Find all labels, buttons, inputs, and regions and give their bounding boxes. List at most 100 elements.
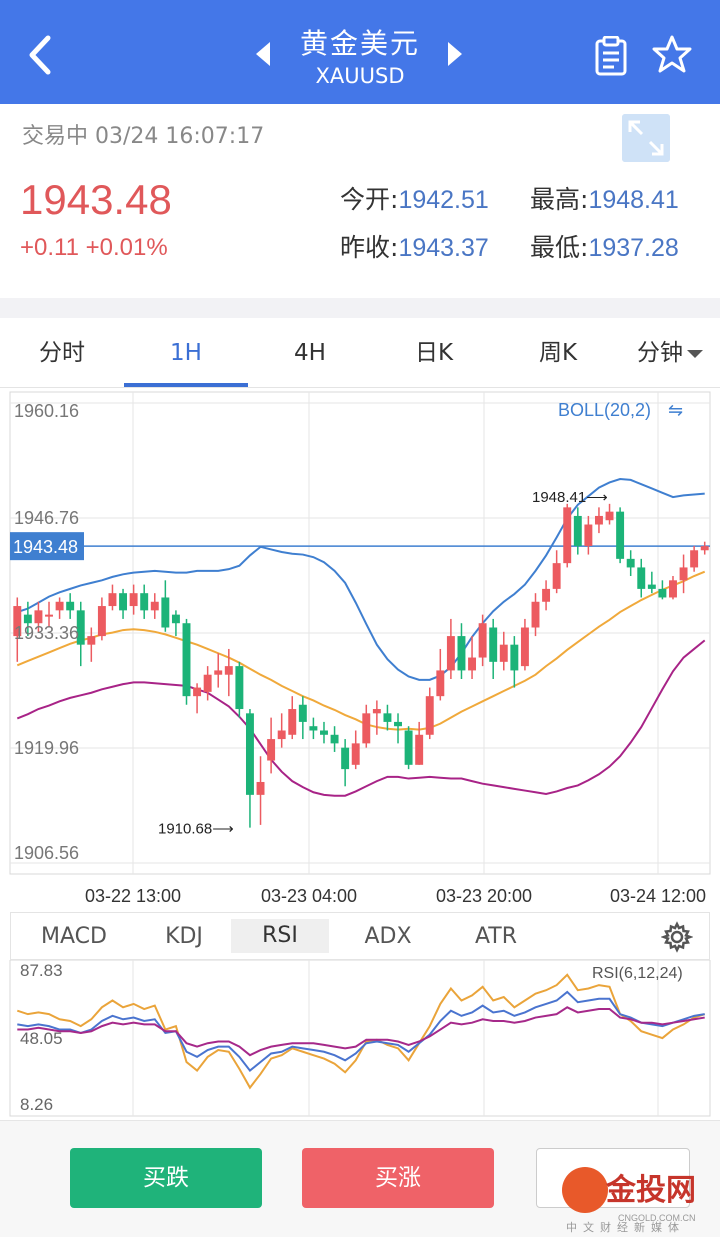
triangle-left-icon[interactable] (256, 42, 270, 66)
candle-body (616, 511, 625, 559)
tab-timeshare[interactable]: 分时 (39, 340, 85, 366)
candle-body (383, 713, 392, 722)
open-label: 今开: (340, 185, 399, 214)
candle-body (267, 739, 276, 761)
candle-body (341, 747, 350, 770)
star-icon[interactable] (652, 34, 692, 74)
high-stat: 最高:1948.41 (530, 180, 679, 216)
x-tick-label: 03-22 13:00 (85, 886, 181, 906)
prev-close-label: 昨收: (340, 233, 399, 262)
candle-body (129, 593, 138, 607)
triangle-right-icon[interactable] (448, 42, 462, 66)
candle-body (658, 588, 667, 598)
active-tab-indicator (124, 383, 248, 387)
candle-body (499, 644, 508, 662)
rsi-y-tick-label: 8.26 (20, 1095, 53, 1114)
candle-body (362, 713, 371, 744)
x-tick-label: 03-23 04:00 (261, 886, 357, 906)
candle-body (669, 580, 677, 598)
prev-close-value: 1943.37 (398, 234, 489, 262)
instrument-symbol: XAUUSD (315, 64, 405, 88)
y-tick-label: 1906.56 (14, 843, 79, 863)
candle-body (542, 588, 551, 602)
candle-body (330, 734, 339, 744)
more-button[interactable] (536, 1148, 690, 1208)
sell-button[interactable]: 买跌 (70, 1148, 262, 1208)
rsi-chart[interactable]: 87.83 48.05 8.26 RSI(6,12,24) (0, 960, 720, 1118)
trading-status: 交易中 03/24 16:07:17 (22, 124, 265, 149)
watermark-logo: 金投网 CNGOLD.COM.CN 中文财经新媒体 (562, 1163, 712, 1234)
open-stat: 今开:1942.51 (340, 180, 489, 216)
candle-body (66, 601, 75, 611)
candle-body (214, 670, 223, 675)
candle-body (552, 563, 561, 589)
gear-icon[interactable] (661, 921, 693, 953)
open-value: 1942.51 (398, 186, 489, 214)
tab-adx[interactable]: ADX (364, 924, 412, 949)
logo-mark-icon (562, 1167, 608, 1213)
expand-icon[interactable] (622, 114, 670, 162)
rsi-y-tick-label: 87.83 (20, 961, 63, 980)
high-annotation: 1948.41⟶ (532, 489, 608, 506)
candle-body (626, 558, 635, 568)
candle-body (394, 721, 402, 727)
candle-body (489, 627, 498, 662)
boll-legend: BOLL(20,2) (558, 400, 651, 420)
candle-body (404, 730, 413, 765)
clipboard-icon[interactable] (594, 36, 628, 76)
candle-body (224, 666, 233, 675)
boll-settings-icon[interactable]: ⇋ (668, 400, 683, 421)
tab-minutes-dropdown[interactable]: 分钟 (620, 318, 720, 388)
candle-body (193, 687, 202, 697)
rsi-lines (16, 973, 706, 1090)
candle-body (256, 781, 265, 795)
rsi-y-tick-label: 48.05 (20, 1029, 63, 1048)
tab-4h[interactable]: 4H (294, 340, 326, 366)
candle-body (573, 515, 582, 546)
quote-panel: 交易中 03/24 16:07:17 1943.48 +0.11 +0.01% … (0, 104, 720, 298)
candle-body (140, 593, 149, 611)
candle-body (76, 610, 85, 645)
chevron-left-icon[interactable] (22, 30, 62, 80)
y-tick-label: 1960.16 (14, 401, 79, 421)
candlestick-chart[interactable]: 1960.16 1946.76 1933.36 1919.96 1906.56 1943.… (0, 388, 720, 912)
candle-body (235, 666, 244, 710)
tab-daily[interactable]: 日K (414, 340, 454, 366)
rsi-line-rsi12 (17, 990, 705, 1072)
logo-url: CNGOLD.COM.CN (618, 1213, 696, 1223)
low-annotation: 1910.68⟶ (158, 821, 234, 838)
rsi-grid (132, 960, 659, 1116)
high-value: 1948.41 (588, 186, 679, 214)
candle-body (23, 614, 32, 624)
candle-body (182, 623, 191, 697)
candle-body (97, 606, 106, 637)
candle-body (55, 601, 64, 611)
rsi-legend: RSI(6,12,24) (592, 965, 683, 982)
candle-body (288, 709, 297, 735)
tab-macd[interactable]: MACD (41, 924, 107, 949)
buy-button[interactable]: 买涨 (302, 1148, 494, 1208)
candle-body (415, 734, 424, 765)
tab-kdj[interactable]: KDJ (165, 924, 203, 949)
low-stat: 最低:1937.28 (530, 228, 679, 264)
candle-body (87, 636, 96, 645)
boll-bands (10, 478, 710, 797)
tab-rsi[interactable]: RSI (231, 919, 329, 953)
tab-weekly[interactable]: 周K (538, 340, 578, 366)
candle-body (245, 713, 254, 795)
last-price: 1943.48 (20, 176, 172, 223)
period-tabs: 分时 1H 4H 日K 周K 分钟 (0, 318, 720, 388)
x-tick-label: 03-24 12:00 (610, 886, 706, 906)
logo-subtitle: 中文财经新媒体 (566, 1221, 685, 1234)
tab-1h[interactable]: 1H (170, 340, 202, 366)
candle-body (647, 584, 656, 589)
candle-body (372, 709, 381, 714)
boll-lower-line (16, 639, 706, 797)
candle-body (637, 567, 646, 589)
candle-body (478, 623, 487, 658)
tab-atr[interactable]: ATR (474, 924, 518, 949)
chart-grid (10, 392, 710, 874)
candle-body (436, 670, 445, 697)
rsi-frame (9, 960, 711, 1117)
price-change: +0.11 +0.01% (20, 234, 168, 261)
